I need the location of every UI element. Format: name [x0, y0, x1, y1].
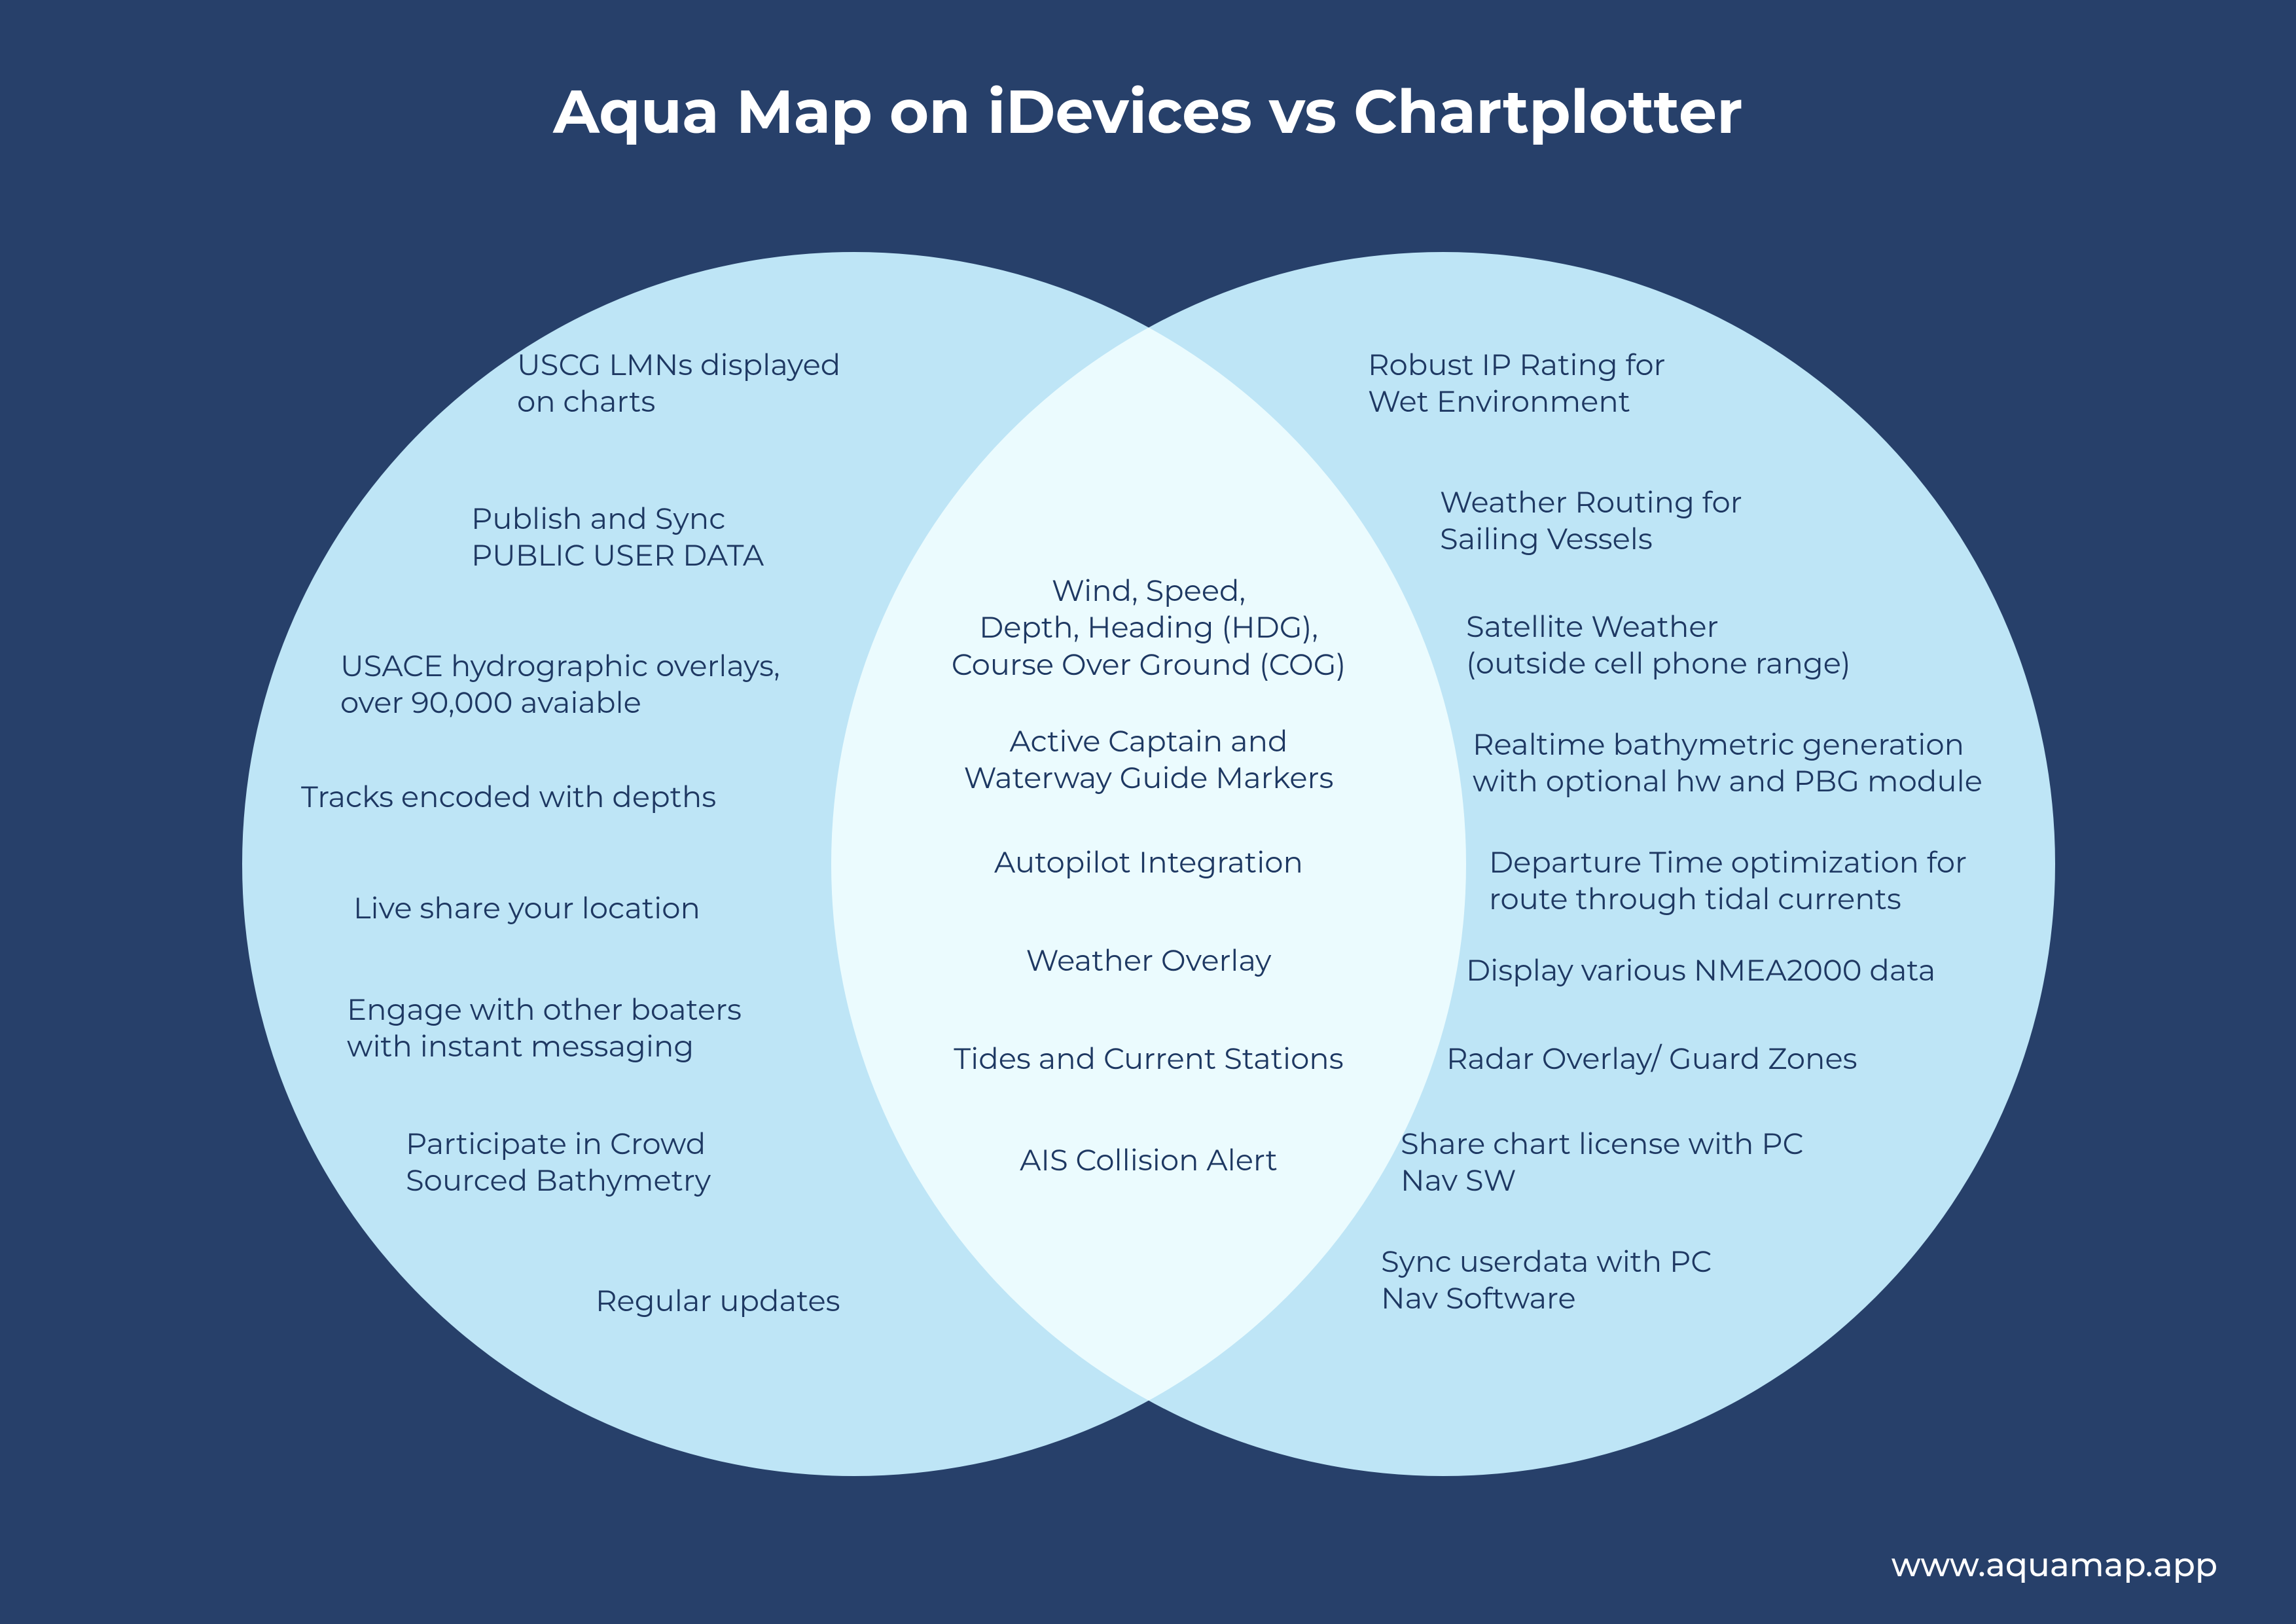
venn-center-item-1: Active Captain and Waterway Guide Marker… [887, 723, 1410, 797]
page-title: Aqua Map on iDevices vs Chartplotter [0, 75, 2296, 149]
venn-right-item-4: Departure Time optimization for route th… [1489, 844, 1967, 918]
venn-center-item-5: AIS Collision Alert [887, 1142, 1410, 1179]
venn-center-item-3: Weather Overlay [887, 943, 1410, 979]
venn-left-item-3: Tracks encoded with depths [301, 779, 716, 816]
venn-left-item-2: USACE hydrographic overlays, over 90,000… [340, 648, 780, 722]
venn-right-item-3: Realtime bathymetric generation with opt… [1473, 727, 1982, 801]
venn-left-item-7: Regular updates [596, 1283, 840, 1320]
venn-right-item-7: Share chart license with PC Nav SW [1401, 1126, 1803, 1200]
venn-left-item-0: USCG LMNs displayed on charts [517, 347, 840, 421]
footer-url: www.aquamap.app [1892, 1545, 2217, 1585]
venn-left-item-5: Engage with other boaters with instant m… [347, 992, 742, 1066]
venn-right-item-1: Weather Routing for Sailing Vessels [1440, 484, 1742, 558]
venn-center-item-4: Tides and Current Stations [887, 1041, 1410, 1077]
venn-center-item-0: Wind, Speed, Depth, Heading (HDG), Cours… [887, 573, 1410, 683]
venn-right-item-0: Robust IP Rating for Wet Environment [1368, 347, 1666, 421]
venn-right-item-5: Display various NMEA2000 data [1466, 952, 1935, 989]
venn-right-item-8: Sync userdata with PC Nav Software [1381, 1244, 1712, 1318]
venn-right-item-2: Satellite Weather (outside cell phone ra… [1466, 609, 1851, 683]
venn-right-item-6: Radar Overlay/ Guard Zones [1446, 1041, 1857, 1077]
venn-left-item-4: Live share your location [353, 890, 700, 927]
venn-left-item-1: Publish and Sync PUBLIC USER DATA [471, 501, 764, 575]
venn-center-item-2: Autopilot Integration [887, 844, 1410, 881]
venn-left-item-6: Participate in Crowd Sourced Bathymetry [406, 1126, 711, 1200]
